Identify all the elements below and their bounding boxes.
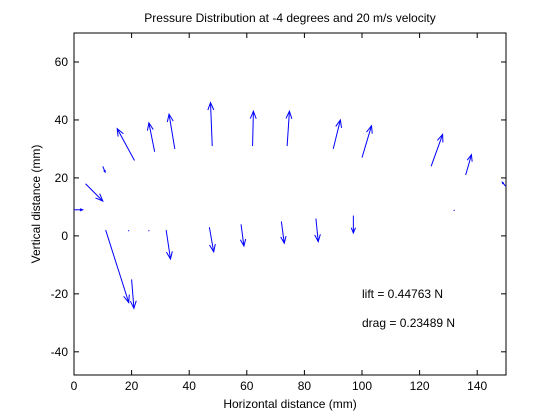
pressure-vector-21 <box>280 221 287 245</box>
chart-title: Pressure Distribution at -4 degrees and … <box>144 11 435 25</box>
pressure-vector-22 <box>314 218 321 244</box>
y-tick-label: 0 <box>61 229 68 243</box>
x-tick-label: 40 <box>183 379 197 393</box>
pressure-vector-23 <box>350 215 356 235</box>
y-axis-label: Vertical distance (mm) <box>29 145 43 264</box>
plot-area <box>73 32 507 376</box>
pressure-vector-20 <box>239 224 247 248</box>
x-axis: 0 20 40 60 80 100 120 140 <box>71 33 488 393</box>
pressure-vector-8 <box>285 109 293 147</box>
x-tick-label: 0 <box>71 379 78 393</box>
pressure-vector-0 <box>74 208 84 212</box>
pressure-vector-6 <box>207 101 215 147</box>
annotation-1: drag = 0.23489 N <box>362 316 455 330</box>
y-tick-label: 20 <box>55 171 69 185</box>
pressure-vector-3 <box>116 127 135 161</box>
pressure-vector-4 <box>146 121 156 152</box>
x-tick-label: 100 <box>352 379 372 393</box>
x-tick-label: 120 <box>410 379 430 393</box>
vector-field <box>74 101 506 310</box>
pressure-vector-10 <box>361 124 373 158</box>
annotations: lift = 0.44763 N drag = 0.23489 N <box>362 287 455 330</box>
pressure-vector-12 <box>465 153 473 176</box>
pressure-vector-15 <box>129 279 137 310</box>
pressure-vector-5 <box>166 112 176 150</box>
pressure-vector-18 <box>165 230 173 261</box>
annotation-0: lift = 0.44763 N <box>362 287 443 301</box>
y-tick-label: 40 <box>55 113 69 127</box>
x-axis-label: Horizontal distance (mm) <box>223 397 356 411</box>
y-tick-label: -40 <box>51 345 69 359</box>
pressure-vector-19 <box>208 227 216 254</box>
pressure-vector-14 <box>105 229 130 304</box>
x-tick-label: 140 <box>467 379 487 393</box>
y-tick-label: 60 <box>55 55 69 69</box>
pressure-vector-7 <box>249 109 257 147</box>
y-tick-label: -20 <box>51 287 69 301</box>
pressure-vector-2 <box>102 166 106 174</box>
pressure-vector-11 <box>430 133 444 167</box>
pressure-vector-9 <box>332 118 342 150</box>
x-tick-label: 20 <box>125 379 139 393</box>
y-axis: -40 -20 0 20 40 60 <box>51 55 506 359</box>
pressure-vector-13 <box>501 181 506 187</box>
x-tick-label: 80 <box>298 379 312 393</box>
x-tick-label: 60 <box>240 379 254 393</box>
pressure-vector-1 <box>85 183 104 203</box>
